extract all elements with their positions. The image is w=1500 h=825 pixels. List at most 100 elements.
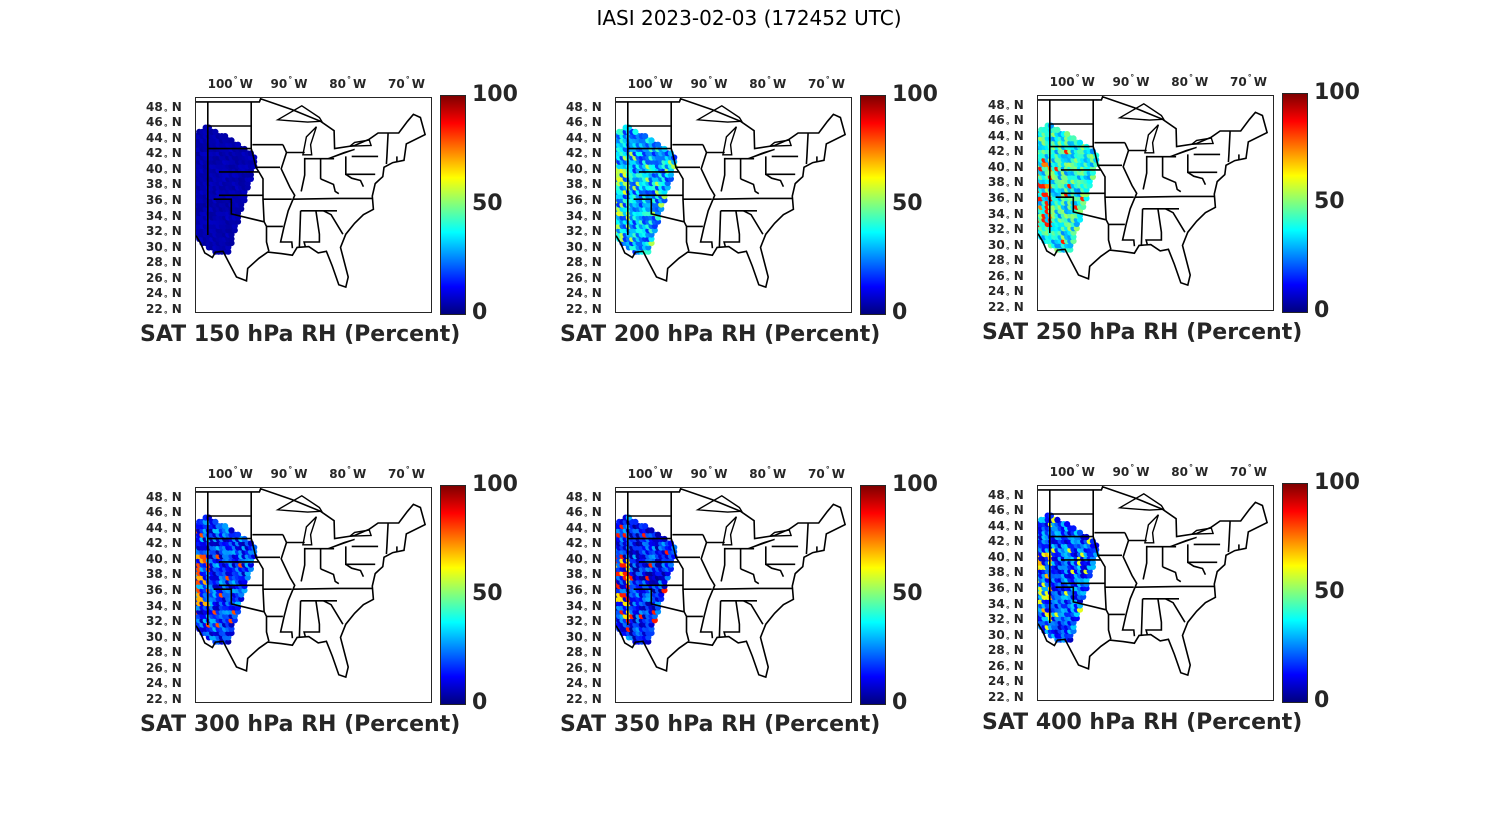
lat-tick-label: 46° N [988,114,1024,132]
rh-footprint [1083,186,1090,193]
rh-footprint [658,205,665,212]
lat-tick-label: 24° N [146,677,182,695]
lat-tick-value: 44 [988,128,1005,143]
state-border [320,568,340,585]
state-border [1187,561,1207,576]
lat-tick-value: 34 [988,596,1005,611]
lat-tick-label: 40° N [146,553,182,571]
lat-tick-label: 34° N [146,600,182,618]
degree-symbol: ° [163,575,168,585]
lat-tick-label: 22° N [566,693,602,711]
lat-hemisphere: N [1013,518,1024,533]
degree-symbol: ° [583,622,588,632]
degree-symbol: ° [583,169,588,179]
rh-footprint [648,137,655,144]
rh-map [616,488,847,679]
state-border [765,173,785,188]
lon-hemisphere: W [772,467,787,481]
lat-hemisphere: N [171,645,182,660]
rh-footprint [654,531,662,538]
lat-hemisphere: N [1013,268,1024,283]
degree-symbol: ° [163,497,168,507]
degree-symbol: ° [1075,73,1080,82]
lat-hemisphere: N [591,505,602,520]
rh-footprint [244,574,251,581]
degree-symbol: ° [1005,511,1010,521]
lat-hemisphere: N [591,270,602,285]
lat-hemisphere: N [1013,191,1024,206]
degree-symbol: ° [1005,526,1010,536]
lat-tick-value: 44 [566,130,583,145]
degree-symbol: ° [1130,463,1135,472]
lat-hemisphere: N [171,598,182,613]
colorbar-tick-label: 50 [472,581,503,606]
rh-footprint [1086,568,1093,575]
lat-hemisphere: N [171,614,182,629]
lat-tick-label: 40° N [566,163,602,181]
degree-symbol: ° [163,232,168,242]
degree-symbol: ° [1005,682,1010,692]
colorbar [440,485,466,705]
lat-hemisphere: N [591,177,602,192]
rh-footprint [1076,139,1084,146]
degree-symbol: ° [233,75,238,84]
lat-tick-label: 22° N [146,303,182,321]
degree-symbol: ° [583,232,588,242]
lat-hemisphere: N [591,692,602,706]
lat-tick-label: 24° N [566,677,602,695]
rh-footprint [648,235,655,242]
degree-symbol: ° [583,653,588,663]
lat-tick-label: 34° N [146,210,182,228]
degree-symbol: ° [163,528,168,538]
rh-footprint [231,612,238,620]
lat-tick-label: 48° N [566,101,602,119]
lat-hemisphere: N [1013,690,1024,704]
rh-footprint [1070,619,1077,626]
lat-tick-value: 36 [988,191,1005,206]
degree-symbol: ° [1005,199,1010,209]
degree-symbol: ° [583,263,588,273]
lat-tick-label: 32° N [988,223,1024,241]
lat-tick-value: 22 [146,692,163,706]
lat-tick-value: 32 [146,614,163,629]
state-border [1227,130,1231,163]
lon-tick-label: 80° W [329,75,366,91]
rh-footprint [1070,135,1077,142]
lat-hemisphere: N [591,302,602,316]
lon-tick-value: 70 [1230,465,1247,479]
colorbar-tick-label: 100 [1314,470,1360,495]
degree-symbol: ° [1005,604,1010,614]
lat-tick-label: 38° N [566,178,602,196]
lat-tick-label: 30° N [566,241,602,259]
rh-footprint [645,248,652,255]
lon-tick-label: 70° W [1230,73,1267,89]
lat-tick-value: 46 [988,113,1005,128]
lat-tick-value: 26 [988,268,1005,283]
great-lake [1169,146,1197,158]
lat-hemisphere: N [591,567,602,582]
state-border [1187,171,1207,186]
rh-footprint [241,188,248,195]
rh-footprint [234,531,242,538]
lat-tick-label: 46° N [146,506,182,524]
rh-footprint [241,578,248,585]
lat-hemisphere: N [171,567,182,582]
great-lake [347,529,373,537]
state-border [740,568,760,585]
rh-footprint [661,578,668,585]
rh-footprint [244,180,251,187]
colorbar-tick-label: 100 [472,472,518,497]
degree-symbol: ° [163,591,168,601]
lon-tick-value: 90 [270,467,288,481]
swath-observations [1038,122,1100,253]
state-border [805,522,809,555]
rh-footprint [225,248,232,255]
lat-hemisphere: N [171,99,182,114]
lat-tick-value: 28 [566,255,583,270]
degree-symbol: ° [583,310,588,319]
lat-tick-label: 36° N [146,194,182,212]
lat-tick-label: 30° N [988,629,1024,647]
lat-tick-value: 32 [988,612,1005,627]
lon-hemisphere: W [1136,75,1150,89]
lon-tick-value: 80 [1171,75,1188,89]
